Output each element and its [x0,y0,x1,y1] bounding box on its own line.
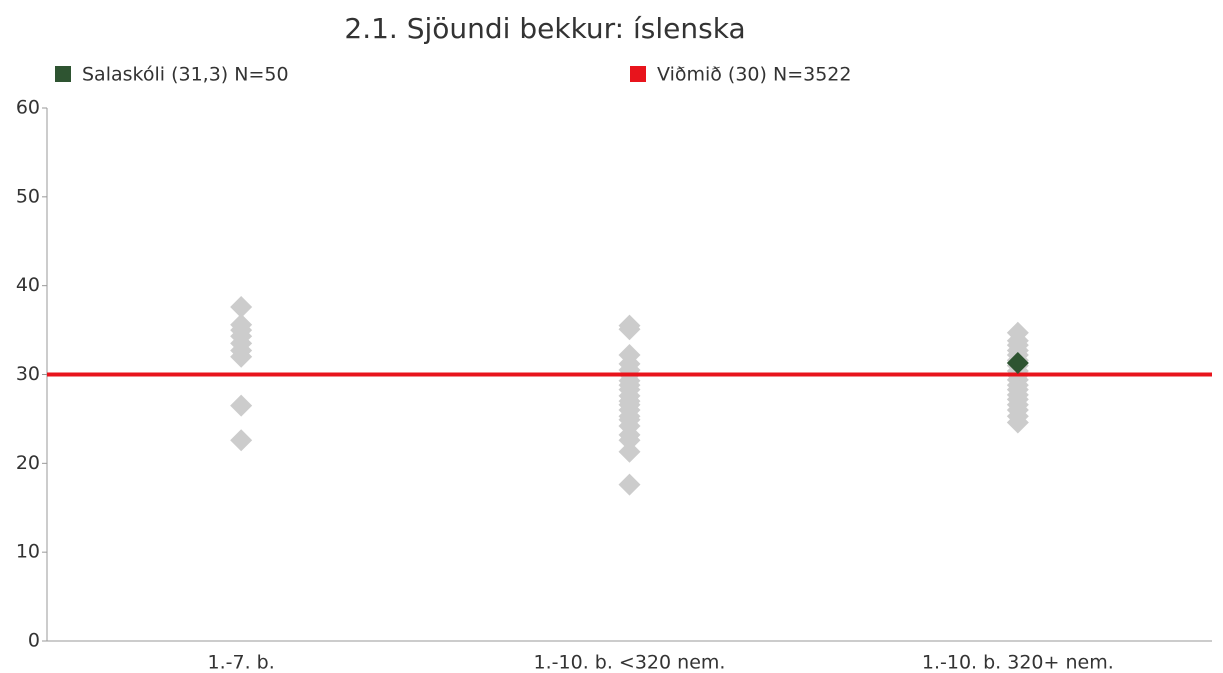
point [618,429,641,452]
y-tick-label: 20 [16,452,40,474]
y-tick-label: 60 [16,97,40,119]
chart-title: 2.1. Sjöundi bekkur: íslenska [344,12,745,45]
point [1006,411,1029,434]
point [230,429,253,452]
point [230,345,253,368]
x-tick-label: 1.-7. b. [208,652,275,673]
point [618,318,641,341]
point [230,394,253,417]
legend-label: Viðmið (30) N=3522 [657,64,851,86]
point [618,440,641,463]
point [618,473,641,496]
x-tick-label: 1.-10. b. 320+ nem. [922,652,1114,673]
legend-label: Salaskóli (31,3) N=50 [82,64,289,86]
x-tick-label: 1.-10. b. <320 nem. [534,652,726,673]
legend-swatch [55,66,71,82]
y-tick-label: 40 [16,274,40,296]
highlight-point [1006,351,1029,374]
y-tick-label: 30 [16,363,40,385]
point [230,295,253,318]
y-tick-label: 10 [16,541,40,563]
y-tick-label: 0 [28,630,40,652]
y-tick-label: 50 [16,185,40,207]
legend-swatch [630,66,646,82]
